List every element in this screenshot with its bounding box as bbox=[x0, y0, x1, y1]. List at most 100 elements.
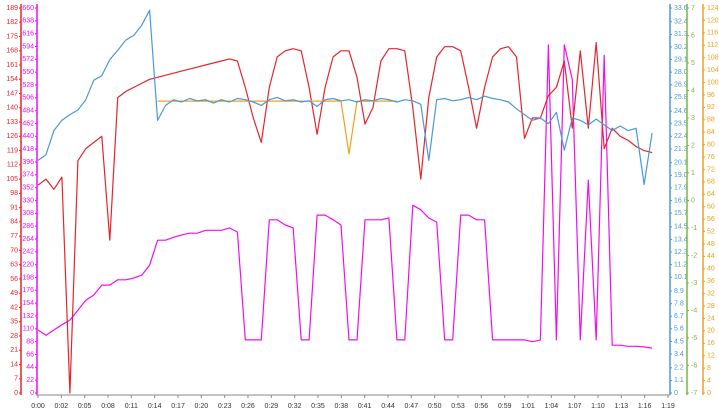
x-tick-label: 1:04 bbox=[545, 403, 559, 410]
y-tick-label: 2.2 bbox=[674, 365, 684, 372]
y-tick-label: 660 bbox=[22, 5, 34, 12]
y-tick-label: 26.9 bbox=[674, 82, 688, 89]
y-tick-label: -3 bbox=[691, 280, 697, 287]
y-tick-label: 12.3 bbox=[674, 249, 688, 256]
y-tick-label: 84 bbox=[10, 219, 18, 226]
y-tick-label: -6 bbox=[691, 362, 697, 369]
y-tick-label: 147 bbox=[6, 90, 18, 97]
y-tick-label: 4 bbox=[707, 377, 711, 384]
y-tick-label: 12 bbox=[707, 353, 715, 360]
y-tick-label: 49 bbox=[10, 290, 18, 297]
y-tick-label: 14 bbox=[10, 361, 18, 368]
y-tick-label: 5 bbox=[691, 60, 695, 67]
y-tick-label: 6.7 bbox=[674, 313, 684, 320]
y-tick-label: 133 bbox=[6, 119, 18, 126]
x-tick-label: 0:23 bbox=[218, 403, 232, 410]
y-tick-label: 506 bbox=[22, 95, 34, 102]
x-tick-label: 0:08 bbox=[101, 403, 115, 410]
y-tick-label: 13.4 bbox=[674, 236, 688, 243]
y-tick-label: 8.9 bbox=[674, 288, 684, 295]
y-tick-label: 10.1 bbox=[674, 274, 688, 281]
y-tick-label: 28 bbox=[10, 333, 18, 340]
y-tick-label: 29.1 bbox=[674, 56, 688, 63]
y-tick-label: 21 bbox=[10, 347, 18, 354]
y-tick-label: 124 bbox=[707, 5, 719, 12]
y-tick-label: 126 bbox=[6, 133, 18, 140]
y-tick-label: 8 bbox=[707, 365, 711, 372]
y-tick-label: 175 bbox=[6, 33, 18, 40]
x-tick-label: 0:14 bbox=[148, 403, 162, 410]
y-tick-label: 594 bbox=[22, 43, 34, 50]
y-tick-label: 3 bbox=[691, 115, 695, 122]
y-tick-label: 24 bbox=[707, 315, 715, 322]
y-tick-label: 132 bbox=[22, 313, 34, 320]
x-tick-label: 0:35 bbox=[311, 403, 325, 410]
data-line bbox=[37, 42, 653, 394]
y-tick-label: 16.8 bbox=[674, 197, 688, 204]
x-tick-label: 1:13 bbox=[615, 403, 629, 410]
x-tick-label: 0:29 bbox=[265, 403, 279, 410]
y-tick-label: 484 bbox=[22, 108, 34, 115]
y-tick-label: 44 bbox=[707, 253, 715, 260]
y-tick-label: 33.6 bbox=[674, 5, 688, 12]
y-tick-label: 154 bbox=[22, 300, 34, 307]
y-tick-label: 52 bbox=[707, 228, 715, 235]
y-tick-label: 30.2 bbox=[674, 44, 688, 51]
y-tick-label: 112 bbox=[7, 162, 18, 169]
x-tick-label: 0:00 bbox=[31, 403, 45, 410]
y-tick-label: 528 bbox=[22, 82, 34, 89]
y-tick-label: 1 bbox=[691, 170, 695, 177]
y-tick-label: -7 bbox=[691, 390, 697, 397]
y-tick-label: 308 bbox=[22, 210, 34, 217]
data-line bbox=[37, 9, 653, 186]
y-tick-label: 154 bbox=[6, 76, 18, 83]
y-tick-label: 91 bbox=[10, 204, 18, 211]
y-tick-label: 462 bbox=[22, 120, 34, 127]
x-tick-label: 0:41 bbox=[358, 403, 372, 410]
y-tick-label: 550 bbox=[22, 69, 34, 76]
y-tick-label: 0 bbox=[707, 390, 711, 397]
y-tick-label: 242 bbox=[22, 249, 34, 256]
y-tick-label: 68 bbox=[707, 179, 715, 186]
y-tick-label: 77 bbox=[10, 233, 18, 240]
y-tick-label: 440 bbox=[22, 133, 34, 140]
y-tick-label: 264 bbox=[22, 236, 34, 243]
y-tick-label: 161 bbox=[6, 62, 18, 69]
y-tick-label: 80 bbox=[707, 141, 715, 148]
y-tick-label: 7 bbox=[691, 5, 695, 12]
y-tick-label: -2 bbox=[691, 252, 697, 259]
y-tick-label: 374 bbox=[22, 172, 34, 179]
y-tick-label: 32.4 bbox=[674, 19, 688, 26]
y-tick-label: 60 bbox=[707, 204, 715, 211]
y-tick-label: 28 bbox=[707, 303, 715, 310]
y-tick-label: 572 bbox=[22, 56, 34, 63]
y-tick-label: 88 bbox=[707, 117, 715, 124]
x-tick-label: 1:01 bbox=[521, 403, 535, 410]
x-tick-label: 1:10 bbox=[591, 403, 605, 410]
x-tick-label: 0:20 bbox=[195, 403, 209, 410]
y-tick-label: 5.6 bbox=[674, 326, 684, 333]
y-tick-label: 0 bbox=[691, 197, 695, 204]
y-tick-label: 1.1 bbox=[674, 377, 684, 384]
y-tick-label: 7.8 bbox=[674, 300, 684, 307]
y-tick-label: 21.3 bbox=[674, 146, 688, 153]
data-line bbox=[37, 44, 653, 349]
y-tick-label: 638 bbox=[22, 18, 34, 25]
y-tick-label: 40 bbox=[707, 266, 715, 273]
y-tick-label: 330 bbox=[22, 197, 34, 204]
y-tick-label: 15.7 bbox=[674, 210, 688, 217]
y-tick-label: 17.9 bbox=[674, 185, 688, 192]
y-tick-label: 23.5 bbox=[674, 121, 688, 128]
data-line bbox=[157, 100, 397, 155]
x-tick-label: 0:47 bbox=[404, 403, 418, 410]
y-tick-label: 2 bbox=[691, 142, 695, 149]
y-tick-label: 616 bbox=[22, 31, 34, 38]
y-tick-label: 16 bbox=[707, 340, 715, 347]
y-tick-label: 28.0 bbox=[674, 69, 688, 76]
y-tick-label: 66 bbox=[26, 351, 34, 358]
y-tick-label: 42 bbox=[10, 304, 18, 311]
y-tick-label: 24.6 bbox=[674, 108, 688, 115]
y-tick-label: 220 bbox=[22, 262, 34, 269]
y-tick-label: 418 bbox=[22, 146, 34, 153]
